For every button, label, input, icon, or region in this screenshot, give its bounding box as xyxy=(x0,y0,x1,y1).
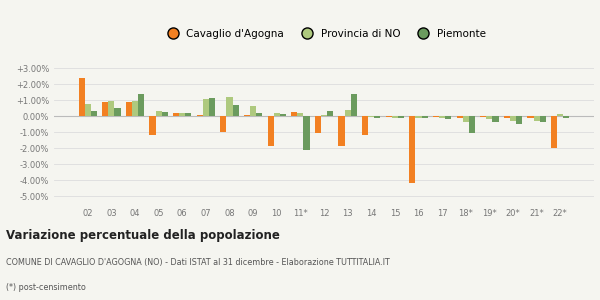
Bar xyxy=(486,116,493,119)
Bar xyxy=(179,113,185,116)
Bar xyxy=(422,116,428,119)
Bar xyxy=(226,97,233,116)
Bar xyxy=(510,116,516,121)
Bar xyxy=(338,116,344,146)
Bar xyxy=(386,116,392,117)
Bar xyxy=(268,116,274,146)
Text: COMUNE DI CAVAGLIO D'AGOGNA (NO) - Dati ISTAT al 31 dicembre - Elaborazione TUTT: COMUNE DI CAVAGLIO D'AGOGNA (NO) - Dati … xyxy=(6,259,390,268)
Bar xyxy=(304,116,310,150)
Bar xyxy=(551,116,557,148)
Bar xyxy=(274,113,280,116)
Bar xyxy=(533,116,539,121)
Bar xyxy=(493,116,499,122)
Bar xyxy=(85,104,91,116)
Bar xyxy=(115,108,121,116)
Bar xyxy=(445,116,451,119)
Bar xyxy=(350,94,357,116)
Text: Variazione percentuale della popolazione: Variazione percentuale della popolazione xyxy=(6,229,280,242)
Bar xyxy=(516,116,522,124)
Bar xyxy=(409,116,415,183)
Bar xyxy=(132,101,138,116)
Bar xyxy=(321,115,327,116)
Bar xyxy=(527,116,533,118)
Bar xyxy=(185,113,191,116)
Bar xyxy=(244,115,250,116)
Bar xyxy=(138,94,144,116)
Bar xyxy=(250,106,256,116)
Bar xyxy=(155,111,162,116)
Bar xyxy=(173,113,179,116)
Bar xyxy=(563,116,569,119)
Bar xyxy=(203,99,209,116)
Bar xyxy=(327,111,333,116)
Bar xyxy=(415,116,422,118)
Bar xyxy=(504,116,510,118)
Bar xyxy=(126,102,132,116)
Bar xyxy=(374,116,380,118)
Bar xyxy=(439,116,445,118)
Bar xyxy=(102,102,109,116)
Bar xyxy=(469,116,475,133)
Bar xyxy=(220,116,226,132)
Bar xyxy=(392,116,398,118)
Bar xyxy=(463,116,469,122)
Bar xyxy=(162,112,168,116)
Bar xyxy=(539,116,546,122)
Bar xyxy=(91,111,97,116)
Bar xyxy=(315,116,321,133)
Bar xyxy=(344,110,350,116)
Bar xyxy=(209,98,215,116)
Bar xyxy=(557,114,563,116)
Bar xyxy=(398,116,404,118)
Bar xyxy=(109,101,115,116)
Bar xyxy=(368,116,374,117)
Bar xyxy=(362,116,368,135)
Bar xyxy=(197,115,203,116)
Text: (*) post-censimento: (*) post-censimento xyxy=(6,283,86,292)
Bar xyxy=(149,116,155,135)
Bar xyxy=(79,78,85,116)
Bar xyxy=(298,113,304,116)
Bar xyxy=(280,114,286,116)
Bar xyxy=(256,113,262,116)
Legend: Cavaglio d'Agogna, Provincia di NO, Piemonte: Cavaglio d'Agogna, Provincia di NO, Piem… xyxy=(158,25,490,43)
Bar xyxy=(480,116,486,117)
Bar xyxy=(291,112,298,116)
Bar xyxy=(433,116,439,117)
Bar xyxy=(233,105,239,116)
Bar xyxy=(457,116,463,119)
